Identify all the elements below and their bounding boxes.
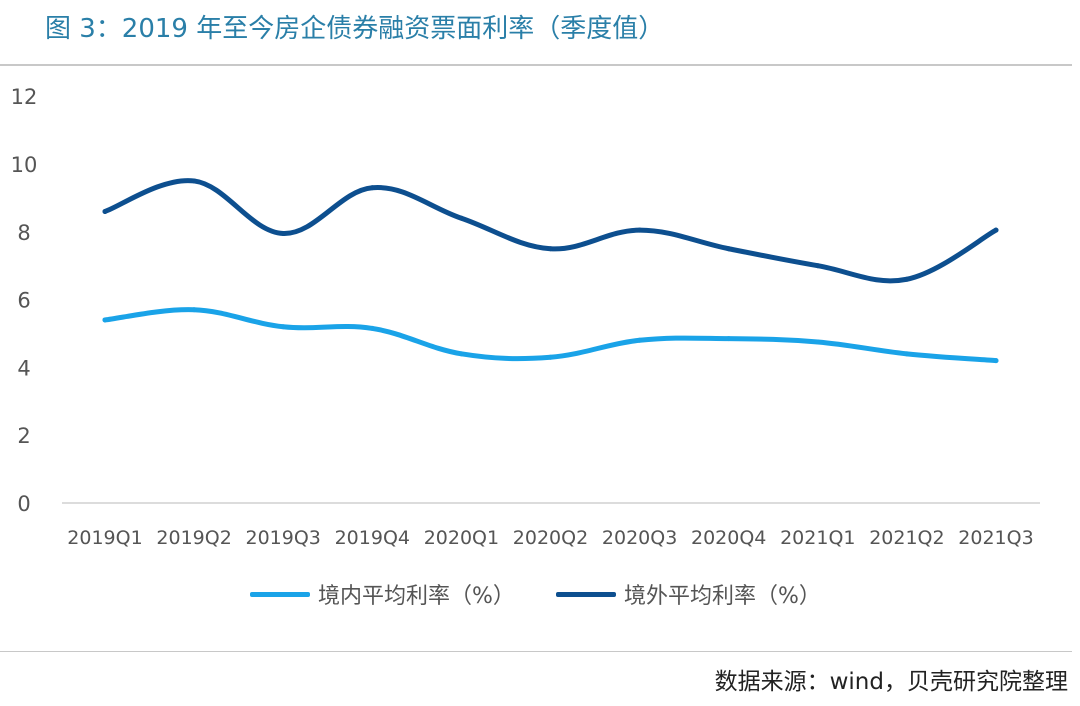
y-tick-label: 6 <box>17 289 30 313</box>
series-line-overseas <box>102 178 999 284</box>
data-point <box>191 178 197 184</box>
x-tick-label: 2020Q1 <box>424 527 499 549</box>
data-point <box>637 337 643 343</box>
legend-label: 境外平均利率（%） <box>624 584 821 609</box>
data-point <box>369 185 375 191</box>
bottom-divider <box>0 651 1072 652</box>
line-chart: 0 2 4 6 8 10 12 2019Q1 2019Q2 2019Q3 2019Q4 2020Q1 2… <box>11 85 1040 549</box>
x-tick-label: 2019Q4 <box>335 527 410 549</box>
x-tick-label: 2021Q1 <box>780 527 855 549</box>
x-tick-label: 2020Q4 <box>691 527 766 549</box>
y-tick-label: 10 <box>11 153 38 177</box>
data-source-note: 数据来源：wind，贝壳研究院整理 <box>714 669 1068 695</box>
chart-title: 图 3：2019 年至今房企债券融资票面利率（季度值） <box>45 14 665 44</box>
y-tick-label: 4 <box>17 356 30 380</box>
legend-item: 境外平均利率（%） <box>556 578 821 610</box>
legend-swatch <box>556 591 616 597</box>
data-point <box>637 227 643 233</box>
data-point <box>815 339 821 345</box>
data-point <box>458 215 464 221</box>
data-point <box>280 230 286 236</box>
x-tick-label: 2021Q2 <box>869 527 944 549</box>
data-point <box>548 354 553 360</box>
y-tick-label: 8 <box>17 221 30 245</box>
data-point <box>815 263 821 269</box>
x-tick-label: 2020Q2 <box>513 527 588 549</box>
data-point <box>369 325 375 331</box>
data-point <box>726 246 732 252</box>
x-tick-label: 2020Q3 <box>602 527 677 549</box>
y-tick-label: 2 <box>17 424 30 448</box>
y-tick-label: 12 <box>11 85 38 109</box>
data-point <box>458 351 464 357</box>
data-point <box>993 358 999 364</box>
legend-label: 境内平均利率（%） <box>318 584 515 609</box>
legend-item: 境内平均利率（%） <box>250 578 515 610</box>
x-tick-label: 2019Q1 <box>67 527 142 549</box>
x-tick-label: 2019Q3 <box>245 527 320 549</box>
x-tick-label: 2019Q2 <box>156 527 231 549</box>
series-line-domestic <box>102 307 999 364</box>
data-point <box>191 307 197 313</box>
data-point <box>280 324 286 330</box>
data-point <box>726 336 732 342</box>
chart-legend: 境内平均利率（%） 境外平均利率（%） <box>0 568 1080 618</box>
x-tick-label: 2021Q3 <box>958 527 1033 549</box>
data-point <box>102 208 108 214</box>
y-tick-label: 0 <box>17 492 30 516</box>
legend-swatch <box>250 591 310 597</box>
data-point <box>904 276 910 282</box>
data-point <box>102 317 108 323</box>
top-divider <box>0 64 1072 66</box>
data-point <box>904 351 910 357</box>
data-point <box>993 227 999 233</box>
data-point <box>548 246 553 252</box>
